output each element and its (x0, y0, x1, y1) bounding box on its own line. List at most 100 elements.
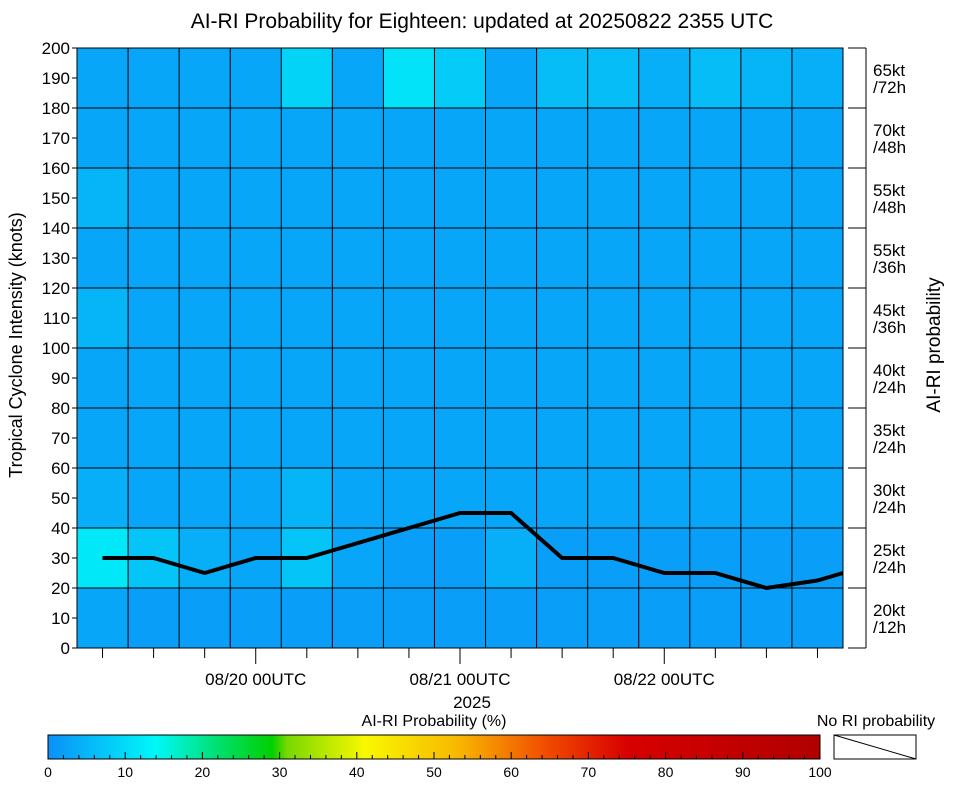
heatmap-cell (383, 108, 435, 169)
heatmap-cell (128, 408, 180, 469)
colorbar-tick-label: 30 (272, 764, 288, 780)
heatmap-cell (485, 408, 538, 469)
heatmap-cell (638, 108, 691, 169)
heatmap-cell (791, 228, 844, 289)
heatmap-cell (383, 348, 435, 409)
heatmap-cell (536, 168, 589, 229)
heatmap-cell (383, 588, 435, 649)
colorbar-tick-label: 10 (117, 764, 133, 780)
colorbar-tick-label: 0 (44, 764, 52, 780)
x-axis: 08/20 00UTC 08/21 00UTC 08/22 00UTC (102, 648, 818, 689)
heatmap-cell (638, 48, 691, 109)
band-label-line1: 40kt (873, 361, 905, 380)
heatmap-cell (638, 168, 691, 229)
heatmap-cell (791, 108, 844, 169)
heatmap-cell (77, 468, 129, 529)
band-label-line2: /72h (873, 78, 906, 97)
heatmap-cell (332, 288, 384, 349)
heatmap-cell (230, 348, 282, 409)
heatmap-cell (587, 348, 640, 409)
heatmap-cell (434, 588, 487, 649)
heatmap-cell (434, 168, 487, 229)
heatmap-cell (740, 408, 793, 469)
heatmap-cell (689, 588, 742, 649)
y-tick-label: 90 (51, 369, 70, 388)
heatmap-cell (281, 108, 333, 169)
band-label-line2: /48h (873, 138, 906, 157)
heatmap-cell (179, 168, 231, 229)
heatmap-cell (281, 168, 333, 229)
heatmap-cell (791, 288, 844, 349)
heatmap-cell (281, 468, 333, 529)
heatmap-cell (638, 588, 691, 649)
band-label-line1: 20kt (873, 601, 905, 620)
y-tick-label: 140 (42, 219, 70, 238)
colorbar-tick-label: 70 (581, 764, 597, 780)
no-ri-label: No RI probability (817, 713, 935, 730)
heatmap-cell (179, 48, 231, 109)
heatmap-cell (383, 48, 435, 109)
heatmap-cell (434, 408, 487, 469)
band-label-line1: 55kt (873, 241, 905, 260)
heatmap-cell (128, 588, 180, 649)
y-axis: 0 10 20 30 40 50 60 70 80 90 100 110 120 130 140 150 160… (42, 39, 77, 658)
heatmap-cell (230, 108, 282, 169)
band-label-line1: 30kt (873, 481, 905, 500)
colorbar-ticks: 0 10 20 30 40 50 60 70 80 90 100 (44, 752, 832, 780)
x-axis-year-label: 2025 (453, 693, 491, 712)
y-axis-label: Tropical Cyclone Intensity (knots) (6, 212, 26, 477)
heatmap-cell (77, 588, 129, 649)
heatmap-cell (332, 468, 384, 529)
band-label-line2: /36h (873, 318, 906, 337)
y-tick-label: 0 (61, 639, 70, 658)
heatmap-cell (128, 288, 180, 349)
heatmap-cell (638, 228, 691, 289)
heatmap-cell (77, 108, 129, 169)
heatmap-cell (332, 108, 384, 169)
band-labels: 20kt/12h25kt/24h30kt/24h35kt/24h40kt/24h… (873, 61, 906, 637)
heatmap-cell (383, 288, 435, 349)
heatmap-cell (77, 288, 129, 349)
heatmap-cell (179, 588, 231, 649)
heatmap-cell (536, 348, 589, 409)
heatmap-cell (77, 408, 129, 469)
heatmap-cell (434, 348, 487, 409)
colorbar-tick-label: 100 (808, 764, 832, 780)
heatmap-cell (485, 588, 538, 649)
y-tick-label: 60 (51, 459, 70, 478)
heatmap-cell (77, 48, 129, 109)
colorbar-tick-label: 90 (735, 764, 751, 780)
heatmap-cell (332, 588, 384, 649)
heatmap-cell (740, 168, 793, 229)
grid-lines (77, 48, 843, 648)
heatmap-cell (689, 48, 742, 109)
heatmap-cell (383, 408, 435, 469)
heatmap-cell (638, 408, 691, 469)
heatmap-cell (128, 108, 180, 169)
x-tick-label: 08/22 00UTC (614, 670, 715, 689)
heatmap-cell (791, 468, 844, 529)
colorbar-tick-label: 50 (426, 764, 442, 780)
chart-title: AI-RI Probability for Eighteen: updated … (191, 10, 774, 33)
heatmap-cell (587, 408, 640, 469)
heatmap-cell (179, 408, 231, 469)
heatmap-cell (434, 528, 487, 589)
heatmap-cell (281, 408, 333, 469)
heatmap-cell (179, 228, 231, 289)
y-tick-label: 150 (42, 189, 70, 208)
x-tick-label: 08/21 00UTC (409, 670, 510, 689)
band-label-line1: 65kt (873, 61, 905, 80)
band-label-line1: 55kt (873, 181, 905, 200)
heatmap-cell (179, 528, 231, 589)
band-label-line1: 45kt (873, 301, 905, 320)
no-ri-swatch (833, 734, 917, 760)
heatmap-cell (638, 348, 691, 409)
heatmap-cell (740, 48, 793, 109)
heatmap-cell (485, 108, 538, 169)
colorbar-tick-label: 40 (349, 764, 365, 780)
heatmap-cell (536, 228, 589, 289)
heatmap-cell (740, 588, 793, 649)
heatmap-cell (230, 48, 282, 109)
heatmap-cell (230, 168, 282, 229)
